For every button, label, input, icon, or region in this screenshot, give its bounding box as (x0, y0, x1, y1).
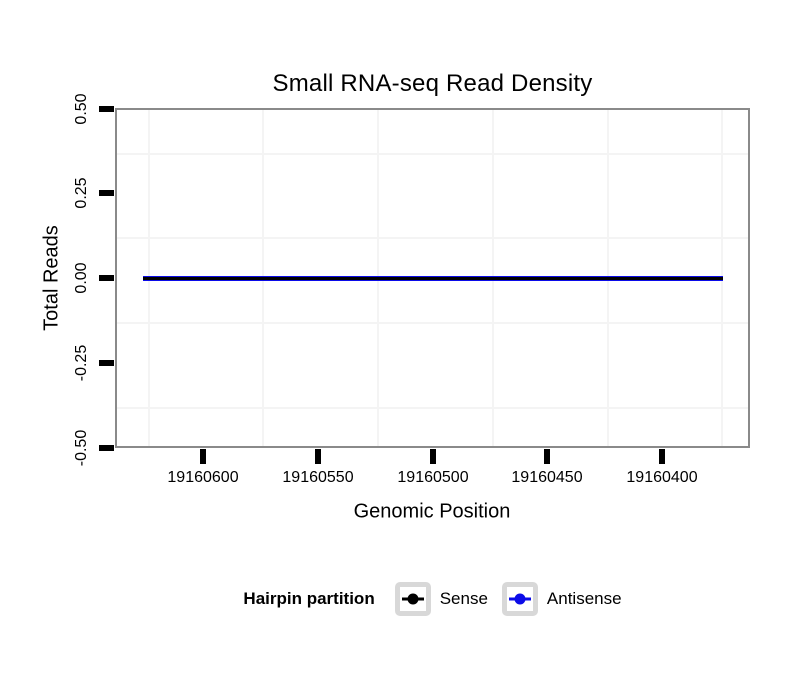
legend-key-sense (394, 582, 431, 616)
minor-gridline-horizontal (117, 407, 748, 409)
y-axis-tick (99, 190, 114, 196)
x-axis-tick (315, 449, 321, 464)
legend-item-sense: Sense (394, 582, 488, 616)
legend-title: Hairpin partition (243, 589, 375, 608)
x-axis-tick (200, 449, 206, 464)
y-axis-tick (99, 106, 114, 112)
x-axis-tick-label: 19160600 (167, 469, 239, 486)
y-axis-tick-label: -0.50 (73, 429, 90, 467)
y-axis-tick-label: -0.25 (73, 344, 90, 382)
legend-item-label: Antisense (546, 589, 622, 608)
x-axis-title: Genomic Position (353, 500, 511, 523)
series-line-sense (143, 277, 723, 280)
minor-gridline-horizontal (117, 153, 748, 155)
legend-key-point-icon (407, 593, 419, 605)
x-axis-tick (659, 449, 665, 464)
legend-item-label: Sense (439, 589, 488, 608)
y-axis-title: Total Reads (40, 225, 63, 331)
legend-item-antisense: Antisense (501, 582, 622, 616)
legend-key-antisense (501, 582, 538, 616)
y-axis-tick-label: 0.00 (73, 262, 90, 294)
y-axis-tick (99, 445, 114, 451)
x-axis-tick (430, 449, 436, 464)
legend: Hairpin partition Sense Antisense (115, 578, 750, 620)
chart-title: Small RNA-seq Read Density (272, 70, 593, 97)
x-axis-tick-label: 19160550 (282, 469, 354, 486)
x-axis-tick-label: 19160500 (397, 469, 469, 486)
x-axis-tick (544, 449, 550, 464)
x-axis-tick-label: 19160450 (511, 469, 583, 486)
y-axis-tick-label: 0.50 (73, 93, 90, 125)
y-axis-tick (99, 360, 114, 366)
y-axis-tick (99, 275, 114, 281)
plot-panel (115, 108, 750, 448)
legend-key-point-icon (514, 593, 526, 605)
minor-gridline-horizontal (117, 322, 748, 324)
x-axis-tick-label: 19160400 (626, 469, 698, 486)
y-axis-tick-label: 0.25 (73, 177, 90, 209)
minor-gridline-horizontal (117, 237, 748, 239)
